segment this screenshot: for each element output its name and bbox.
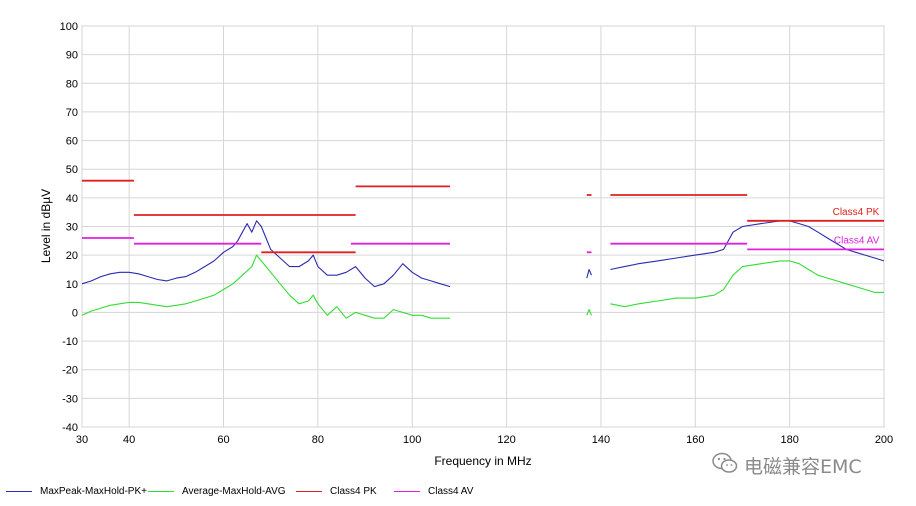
x-tick-label: 180 — [780, 434, 798, 446]
annotations: Class4 PK Class4 AV — [833, 207, 880, 247]
y-tick-label: -30 — [62, 393, 78, 405]
x-tick-label: 140 — [592, 434, 610, 446]
y-axis-ticks: -40 -30 -20 -10 0 10 20 30 40 50 60 70 80 90 100 — [60, 21, 78, 434]
x-tick-label: 80 — [312, 434, 324, 446]
legend-item-peak: MaxPeak-MaxHold-PK+ — [6, 486, 147, 497]
x-tick-label: 200 — [875, 434, 893, 446]
y-tick-label: 10 — [66, 279, 78, 291]
legend-item-class4-av: Class4 AV — [394, 486, 473, 497]
legend-swatch-class4-pk — [296, 491, 322, 492]
x-tick-label: 120 — [497, 434, 515, 446]
legend-swatch-peak — [6, 491, 32, 492]
limit-label: Class4 AV — [834, 236, 880, 247]
legend: MaxPeak-MaxHold-PK+ Average-MaxHold-AVG … — [0, 486, 916, 502]
watermark-text: 电磁兼容EMC — [744, 456, 862, 478]
trace-segment — [81, 220, 451, 288]
y-tick-label: 0 — [72, 307, 78, 319]
grid — [81, 25, 885, 428]
watermark: 电磁兼容EMC — [712, 452, 862, 479]
series-3 — [82, 237, 884, 254]
x-tick-label: 30 — [76, 434, 88, 446]
y-tick-label: -20 — [62, 365, 78, 377]
y-tick-label: 20 — [66, 250, 78, 262]
wechat-icon — [712, 452, 738, 479]
y-tick-label: 80 — [66, 78, 78, 90]
y-tick-label: 100 — [60, 21, 78, 33]
x-tick-label: 60 — [217, 434, 229, 446]
y-tick-label: -10 — [62, 336, 78, 348]
y-axis-title: Level in dBµV — [39, 189, 53, 263]
series-1 — [81, 254, 884, 319]
x-tick-label: 40 — [123, 434, 135, 446]
y-tick-label: 40 — [66, 193, 78, 205]
legend-label-peak: MaxPeak-MaxHold-PK+ — [40, 486, 147, 497]
x-tick-label: 160 — [686, 434, 704, 446]
y-tick-label: 60 — [66, 136, 78, 148]
y-tick-label: 90 — [66, 50, 78, 62]
legend-item-average: Average-MaxHold-AVG — [148, 486, 286, 497]
x-axis-title: Frequency in MHz — [434, 454, 531, 468]
y-tick-label: 70 — [66, 107, 78, 119]
y-tick-label: 30 — [66, 222, 78, 234]
legend-item-class4-pk: Class4 PK — [296, 486, 377, 497]
trace-segment — [610, 260, 884, 308]
x-tick-label: 100 — [403, 434, 421, 446]
legend-swatch-average — [148, 491, 174, 492]
limit-label: Class4 PK — [833, 207, 880, 218]
trace-segment — [81, 254, 450, 319]
y-tick-label: 50 — [66, 164, 78, 176]
trace-segment — [586, 309, 593, 316]
series-group — [81, 179, 885, 319]
series-2 — [82, 179, 884, 254]
x-axis-ticks: 30 40 60 80 100 120 140 160 180 200 — [76, 434, 893, 446]
legend-label-class4-av: Class4 AV — [428, 486, 474, 497]
trace-segment — [586, 268, 593, 279]
legend-label-average: Average-MaxHold-AVG — [182, 486, 286, 497]
y-tick-label: -40 — [62, 422, 78, 434]
legend-label-class4-pk: Class4 PK — [330, 486, 377, 497]
legend-swatch-class4-av — [394, 491, 420, 492]
